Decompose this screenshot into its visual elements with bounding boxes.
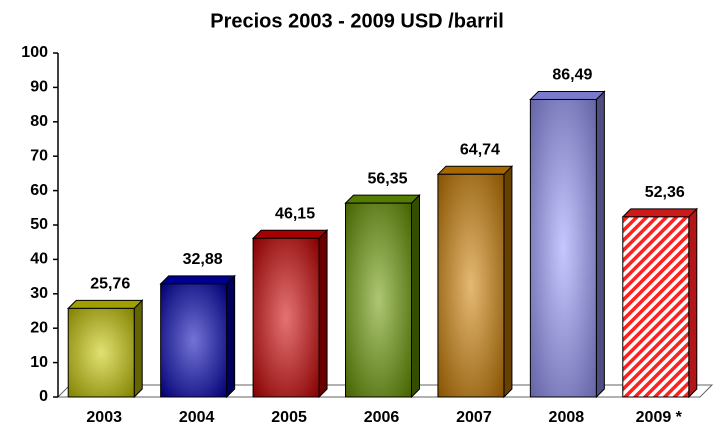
bar bbox=[67, 307, 135, 398]
y-tick-label: 90 bbox=[30, 79, 48, 96]
bar-side bbox=[133, 299, 143, 399]
bar bbox=[345, 202, 412, 398]
x-tick-label: 2006 bbox=[364, 409, 400, 426]
x-tick-label: 2003 bbox=[86, 409, 122, 426]
value-label: 32,88 bbox=[183, 251, 223, 268]
bar-top bbox=[436, 165, 514, 175]
x-tick-label: 2005 bbox=[271, 409, 307, 426]
bar-top bbox=[621, 208, 698, 218]
bar-top bbox=[344, 194, 421, 204]
y-tick-label: 60 bbox=[30, 182, 48, 199]
y-tick-label: 100 bbox=[21, 44, 48, 61]
bar-side bbox=[688, 207, 698, 399]
x-tick-label: 2004 bbox=[179, 409, 215, 426]
bar bbox=[437, 173, 505, 398]
x-tick-label: 2008 bbox=[549, 409, 585, 426]
y-tick-label: 70 bbox=[30, 147, 48, 164]
x-tick-label: 2009 * bbox=[636, 409, 683, 426]
bar-side bbox=[226, 274, 236, 399]
value-label: 46,15 bbox=[275, 205, 315, 222]
y-tick-label: 80 bbox=[30, 113, 48, 130]
bar-top bbox=[67, 299, 144, 309]
value-label: 56,35 bbox=[367, 170, 407, 187]
bar-top bbox=[251, 229, 329, 239]
x-tick-label: 2007 bbox=[456, 409, 492, 426]
y-tick-label: 50 bbox=[30, 216, 48, 233]
value-label: 86,49 bbox=[552, 67, 592, 84]
bar bbox=[622, 216, 690, 398]
y-tick-label: 20 bbox=[30, 319, 48, 336]
y-tick-label: 10 bbox=[30, 354, 48, 371]
y-tick-label: 40 bbox=[30, 251, 48, 268]
y-tick-label: 30 bbox=[30, 285, 48, 302]
bar-side bbox=[503, 165, 513, 399]
bar-side bbox=[318, 229, 328, 399]
value-label: 52,36 bbox=[645, 184, 685, 201]
bar-side bbox=[595, 90, 605, 399]
bar-side bbox=[411, 193, 420, 399]
bar bbox=[160, 283, 228, 398]
value-label: 64,74 bbox=[460, 142, 500, 159]
value-label: 25,76 bbox=[90, 276, 130, 293]
bar-top bbox=[529, 90, 606, 100]
bar bbox=[252, 237, 320, 398]
bar bbox=[529, 98, 597, 398]
bar-top bbox=[159, 275, 236, 285]
y-tick-label: 0 bbox=[39, 388, 48, 405]
chart-title: Precios 2003 - 2009 USD /barril bbox=[210, 10, 504, 32]
